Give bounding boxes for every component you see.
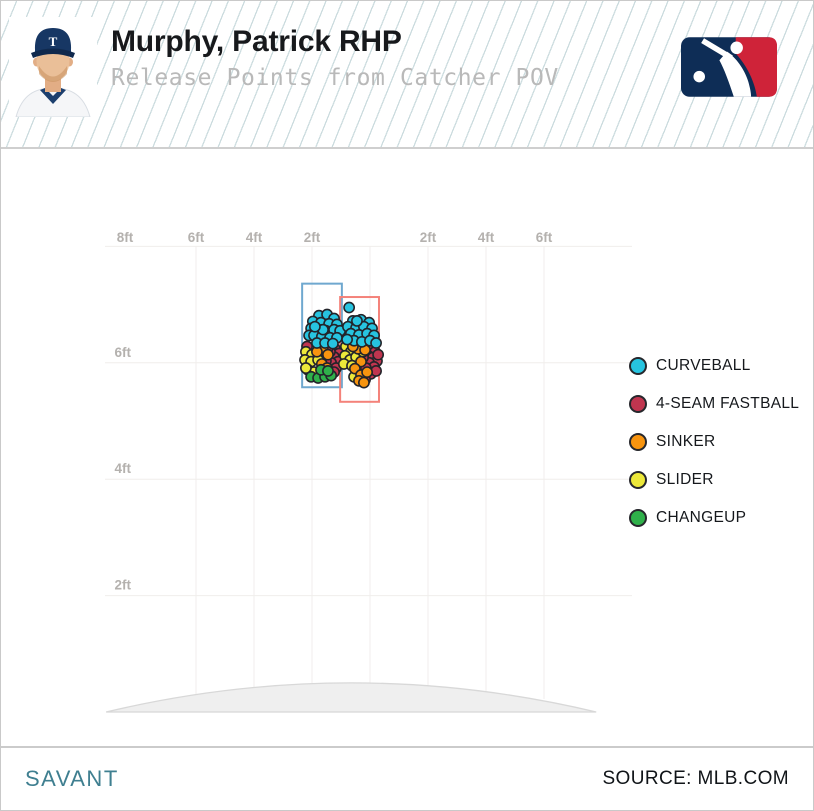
release-point: [322, 365, 334, 377]
savant-brand: SAVANT: [25, 766, 119, 791]
legend-label: SINKER: [656, 433, 716, 450]
footer: SAVANT SOURCE: MLB.COM: [1, 746, 813, 810]
source-credit: SOURCE: MLB.COM: [602, 768, 789, 789]
y-tick-label: 6ft: [115, 345, 132, 360]
release-point: [343, 301, 356, 314]
x-tick-label: 2ft: [304, 230, 321, 245]
release-point: [372, 348, 385, 361]
release-point: [326, 337, 339, 350]
y-tick-label: 4ft: [115, 461, 132, 476]
header: T Murphy, Patrick RHP Release Points fro…: [1, 1, 813, 149]
title-block: Murphy, Patrick RHP Release Points from …: [111, 25, 559, 91]
x-tick-label: 6ft: [536, 230, 553, 245]
scatter-plot: 8ft 6ft 4ft 2ft 2ft 4ft 6ft 6ft 4ft 2ft: [105, 230, 632, 713]
release-point: [358, 376, 370, 389]
legend-swatch-icon: [629, 471, 647, 489]
legend-item: CURVEBALL: [629, 347, 799, 385]
legend-item: 4-SEAM FASTBALL: [629, 385, 799, 423]
release-point: [308, 320, 321, 333]
x-tick-label: 2ft: [420, 230, 437, 245]
page-subtitle: Release Points from Catcher POV: [111, 65, 559, 91]
legend-label: CHANGEUP: [656, 509, 747, 526]
legend-swatch-icon: [629, 509, 647, 527]
x-tick-label: 8ft: [117, 230, 134, 245]
legend-swatch-icon: [629, 395, 647, 413]
legend-item: SINKER: [629, 423, 799, 461]
release-point-chart: 8ft 6ft 4ft 2ft 2ft 4ft 6ft 6ft 4ft 2ft CURVEBALL…: [1, 149, 813, 747]
pitch-type-legend: CURVEBALL 4-SEAM FASTBALL SINKER SLIDER CHAN…: [629, 347, 799, 537]
x-tick-label: 4ft: [478, 230, 495, 245]
release-point: [300, 362, 312, 374]
legend-swatch-icon: [629, 357, 647, 375]
release-point: [341, 333, 353, 346]
release-point: [351, 314, 363, 327]
team-cap: [34, 28, 72, 52]
player-headshot: T: [9, 17, 97, 117]
mound-shape: [105, 682, 597, 713]
page-title: Murphy, Patrick RHP: [111, 25, 402, 58]
mlb-logo-icon: [681, 37, 777, 97]
y-tick-label: 2ft: [115, 578, 132, 593]
release-point: [370, 337, 382, 349]
x-tick-label: 4ft: [246, 230, 263, 245]
legend-item: CHANGEUP: [629, 499, 799, 537]
release-point: [322, 348, 334, 361]
release-point: [361, 366, 373, 379]
x-tick-label: 6ft: [188, 230, 205, 245]
legend-swatch-icon: [629, 433, 647, 451]
legend-item: SLIDER: [629, 461, 799, 499]
legend-label: 4-SEAM FASTBALL: [656, 395, 800, 412]
cap-letter: T: [49, 34, 58, 49]
legend-label: SLIDER: [656, 471, 714, 488]
legend-label: CURVEBALL: [656, 357, 751, 374]
